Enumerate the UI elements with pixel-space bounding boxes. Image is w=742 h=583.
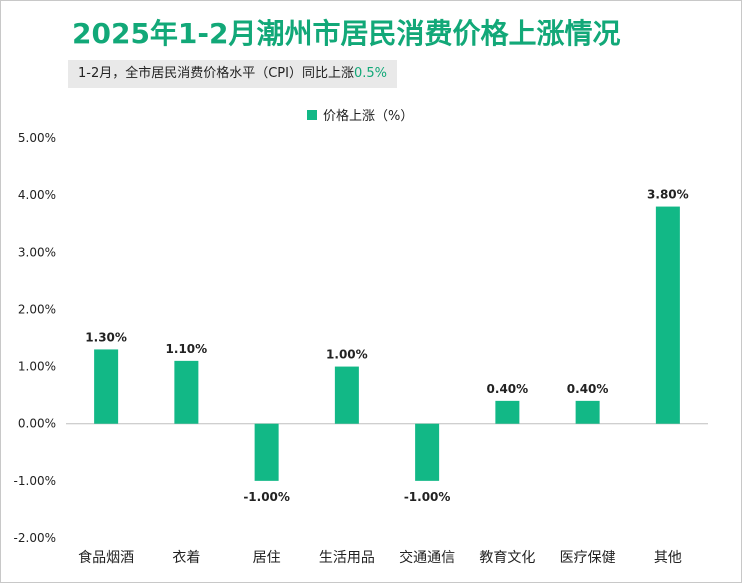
bar — [495, 400, 520, 424]
bar — [94, 349, 119, 424]
x-tick-label: 教育文化 — [479, 550, 535, 566]
x-tick-label: 生活用品 — [319, 550, 375, 566]
y-tick-label: 5.00% — [18, 131, 56, 145]
chart-subtitle: 1-2月，全市居民消费价格水平（CPI）同比上涨0.5% — [68, 60, 398, 88]
y-tick-label: 2.00% — [18, 302, 56, 316]
bar — [334, 366, 359, 424]
subtitle-value: 0.5% — [353, 66, 388, 81]
legend-label: 价格上涨（%） — [323, 109, 414, 124]
bar — [415, 423, 440, 481]
data-label: 1.00% — [326, 348, 368, 362]
y-tick-label: -2.00% — [14, 531, 56, 545]
legend-swatch — [307, 109, 317, 120]
data-label: 0.40% — [487, 382, 529, 396]
data-label: 1.10% — [166, 342, 208, 356]
x-tick-label: 衣着 — [172, 550, 200, 566]
subtitle-text: 1-2月，全市居民消费价格水平（CPI）同比上涨 — [78, 66, 354, 81]
x-tick-label: 医疗保健 — [560, 550, 616, 566]
x-tick-label: 其他 — [654, 550, 682, 566]
y-tick-label: 4.00% — [18, 188, 56, 202]
chart-title: 2025年1-2月潮州市居民消费价格上涨情况 — [72, 17, 621, 50]
x-tick-label: 交通通信 — [399, 549, 455, 566]
legend: 价格上涨（%） — [307, 105, 413, 124]
data-label: 3.80% — [647, 188, 689, 202]
bar — [254, 423, 279, 481]
data-label: -1.00% — [404, 490, 451, 504]
bar — [575, 400, 600, 424]
data-label: 0.40% — [567, 382, 609, 396]
data-label: 1.30% — [85, 330, 127, 344]
y-tick-label: 1.00% — [18, 360, 56, 374]
bar — [174, 360, 199, 424]
y-tick-label: -1.00% — [14, 474, 56, 488]
x-tick-label: 居住 — [253, 550, 281, 566]
y-tick-label: 3.00% — [18, 245, 56, 259]
y-tick-label: 0.00% — [18, 417, 56, 431]
x-tick-label: 食品烟酒 — [78, 549, 134, 566]
bar — [655, 206, 680, 424]
data-label: -1.00% — [243, 490, 290, 504]
